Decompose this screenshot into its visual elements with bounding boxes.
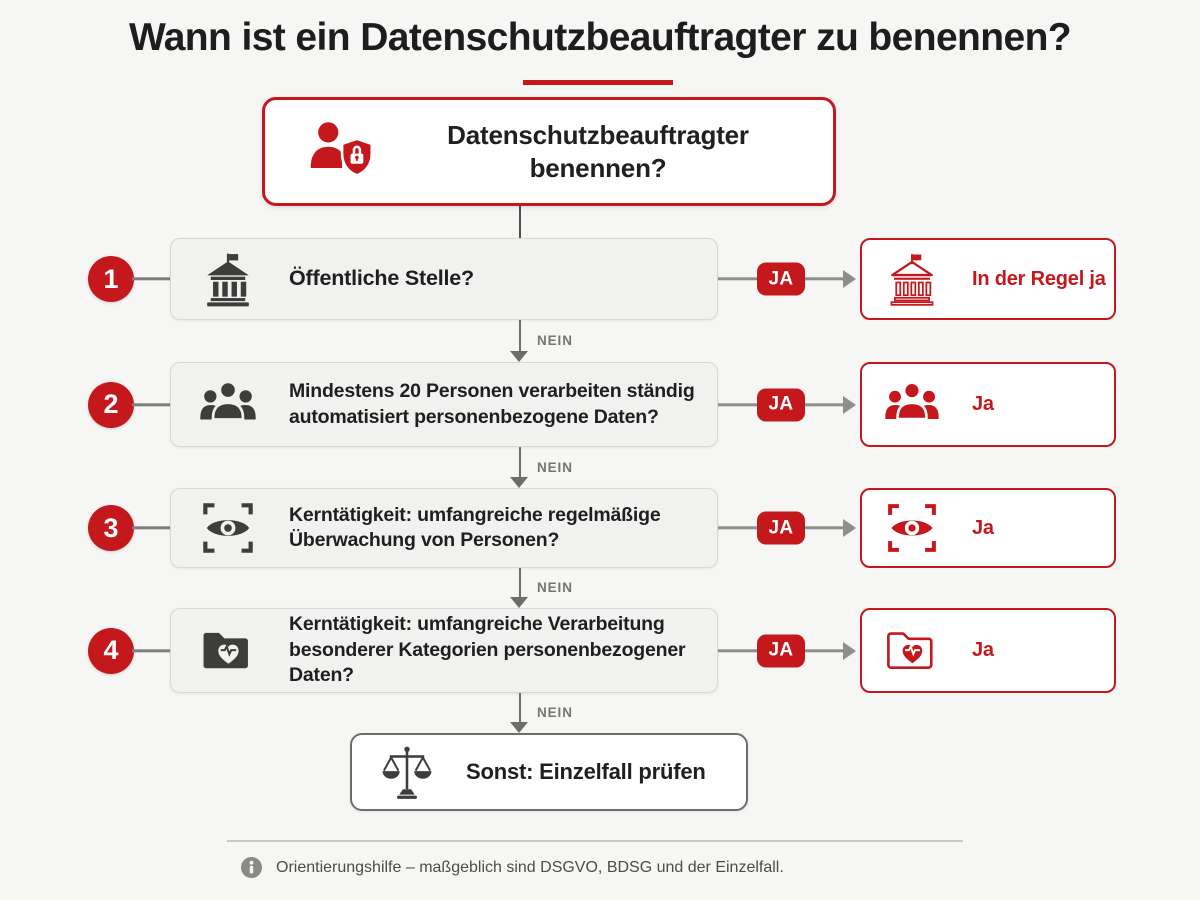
nein-connector: NEIN: [0, 447, 1200, 488]
step-number-badge: 1: [88, 256, 134, 302]
result-label: Ja: [972, 393, 994, 415]
result-card: Ja: [860, 488, 1116, 568]
government-building-icon: [199, 250, 257, 308]
step-row-1: 1 Öffentliche Stelle? JA In der Regel ja: [0, 238, 1200, 320]
government-building-icon: [884, 251, 940, 307]
arrow-down-icon: [510, 351, 528, 362]
connector-line: [132, 277, 172, 281]
step-row-3: 3 Kerntätigkeit: umfangreiche regelmäßig…: [0, 488, 1200, 568]
connector-line: [518, 320, 522, 351]
connector-line: [718, 277, 757, 281]
question-text: Mindestens 20 Personen verarbeiten ständ…: [289, 380, 695, 428]
arrow-down-icon: [510, 722, 528, 733]
yes-badge: JA: [757, 634, 805, 667]
health-data-folder-icon: [884, 623, 940, 679]
question-card: Kerntätigkeit: umfangreiche Verarbeitung…: [170, 608, 718, 693]
connector-line: [805, 402, 843, 407]
yes-badge: JA: [757, 262, 805, 296]
yes-badge: JA: [757, 511, 805, 545]
fallback-card: Sonst: Einzelfall prüfen: [350, 733, 748, 811]
question-card: Kerntätigkeit: umfangreiche regelmäßige …: [170, 488, 718, 568]
people-group-icon: [199, 376, 257, 434]
nein-connector: NEIN: [0, 320, 1200, 362]
title-underline: [523, 80, 673, 85]
step-row-4: 4 Kerntätigkeit: umfangreiche Verarbeitu…: [0, 608, 1200, 693]
page-title: Wann ist ein Datenschutzbeauftragter zu …: [128, 16, 1072, 59]
nein-label: NEIN: [537, 333, 573, 348]
arrow-right-icon: [843, 395, 856, 414]
step-number-badge: 2: [88, 381, 134, 428]
scales-icon: [378, 743, 436, 801]
result-label: Ja: [972, 639, 994, 661]
info-icon: [240, 856, 263, 879]
arrow-down-icon: [510, 477, 528, 488]
question-text: Kerntätigkeit: umfangreiche Verarbeitung…: [289, 613, 686, 687]
connector-line: [718, 526, 757, 530]
connector-line: [518, 447, 522, 477]
arrow-right-icon: [843, 641, 856, 660]
result-label: In der Regel ja: [972, 267, 1106, 290]
question-text: Öffentliche Stelle?: [289, 266, 474, 291]
root-node: Datenschutzbeauftragter benennen?: [262, 97, 836, 206]
fallback-label: Sonst: Einzelfall prüfen: [466, 759, 706, 784]
connector-line: [132, 648, 172, 653]
root-node-label: Datenschutzbeauftragter benennen?: [447, 120, 749, 183]
connector-line: [518, 693, 522, 722]
nein-connector: NEIN: [0, 693, 1200, 733]
step-number-badge: 3: [88, 505, 134, 551]
arrow-down-icon: [510, 597, 528, 608]
question-text: Kerntätigkeit: umfangreiche regelmäßige …: [289, 503, 661, 551]
connector-line: [805, 277, 843, 281]
people-group-icon: [884, 377, 940, 433]
step-row-2: 2 Mindestens 20 Personen verarbeiten stä…: [0, 362, 1200, 447]
result-label: Ja: [972, 516, 994, 539]
surveillance-eye-icon: [199, 499, 257, 557]
connector-line: [718, 402, 757, 407]
connector-line: [132, 526, 172, 530]
question-card: Mindestens 20 Personen verarbeiten ständ…: [170, 362, 718, 447]
footer-divider: [227, 840, 963, 842]
arrow-right-icon: [843, 270, 856, 288]
step-number-badge: 4: [88, 627, 134, 674]
connector-line: [518, 206, 522, 238]
surveillance-eye-icon: [884, 500, 940, 556]
footer-text: Orientierungshilfe – maßgeblich sind DSG…: [276, 858, 784, 876]
data-protection-officer-icon: [307, 118, 375, 186]
connector-line: [518, 568, 522, 597]
result-card: Ja: [860, 362, 1116, 447]
arrow-right-icon: [843, 519, 856, 537]
result-card: Ja: [860, 608, 1116, 693]
nein-label: NEIN: [537, 459, 573, 475]
question-card: Öffentliche Stelle?: [170, 238, 718, 320]
connector-line: [805, 526, 843, 530]
result-card: In der Regel ja: [860, 238, 1116, 320]
connector-line: [718, 648, 757, 653]
nein-connector: NEIN: [0, 568, 1200, 608]
connector-line: [805, 648, 843, 653]
nein-label: NEIN: [537, 705, 573, 720]
connector-line: [132, 402, 172, 407]
footer-note: Orientierungshilfe – maßgeblich sind DSG…: [240, 856, 784, 879]
nein-label: NEIN: [537, 580, 573, 595]
yes-badge: JA: [757, 388, 805, 421]
health-data-folder-icon: [199, 622, 257, 680]
